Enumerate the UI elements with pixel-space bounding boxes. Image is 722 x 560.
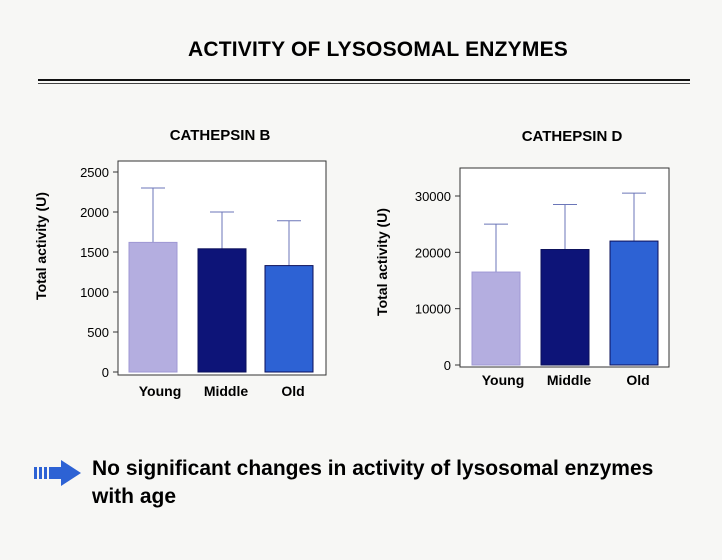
title-divider [38, 79, 690, 81]
cathepsin-b-ytick-label: 2500 [80, 165, 109, 180]
cathepsin-b-category-label: Young [139, 383, 182, 399]
cathepsin-d-ytick-label: 20000 [415, 245, 451, 260]
right-arrow-icon [34, 460, 81, 486]
cathepsin-b-ytick-label: 1500 [80, 245, 109, 260]
cathepsin-b-bar-old [264, 265, 314, 373]
cathepsin-b-ytick-label: 2000 [80, 205, 109, 220]
title-divider-thin [38, 83, 690, 84]
cathepsin-d-category-label: Old [626, 372, 649, 388]
cathepsin-d-ytick-label: 10000 [415, 302, 451, 317]
cathepsin-b-bar-young [128, 241, 178, 373]
cathepsin-d-title: CATHEPSIN D [522, 128, 623, 145]
cathepsin-d-ytick-label: 0 [444, 358, 451, 373]
conclusion-text: No significant changes in activity of ly… [92, 457, 654, 508]
cathepsin-b-category-label: Old [281, 383, 304, 399]
page-title: ACTIVITY OF LYSOSOMAL ENZYMES [188, 38, 568, 61]
cathepsin-d-bar-middle [540, 249, 590, 366]
cathepsin-d-category-label: Middle [547, 372, 592, 388]
cathepsin-b-ytick-label: 0 [102, 365, 109, 380]
cathepsin-d-bar-young [471, 271, 521, 366]
cathepsin-b-ytick-label: 1000 [80, 285, 109, 300]
cathepsin-d-category-label: Young [482, 372, 525, 388]
cathepsin-d-bar-old [609, 240, 659, 366]
cathepsin-b-category-label: Middle [204, 383, 249, 399]
cathepsin-b-ylabel: Total activity (U) [33, 192, 49, 300]
cathepsin-b-bar-middle [197, 248, 247, 373]
cathepsin-d-ylabel: Total activity (U) [374, 208, 390, 316]
cathepsin-d-ytick-label: 30000 [415, 189, 451, 204]
cathepsin-b-title: CATHEPSIN B [170, 127, 271, 144]
cathepsin-b-ytick-label: 500 [87, 325, 109, 340]
